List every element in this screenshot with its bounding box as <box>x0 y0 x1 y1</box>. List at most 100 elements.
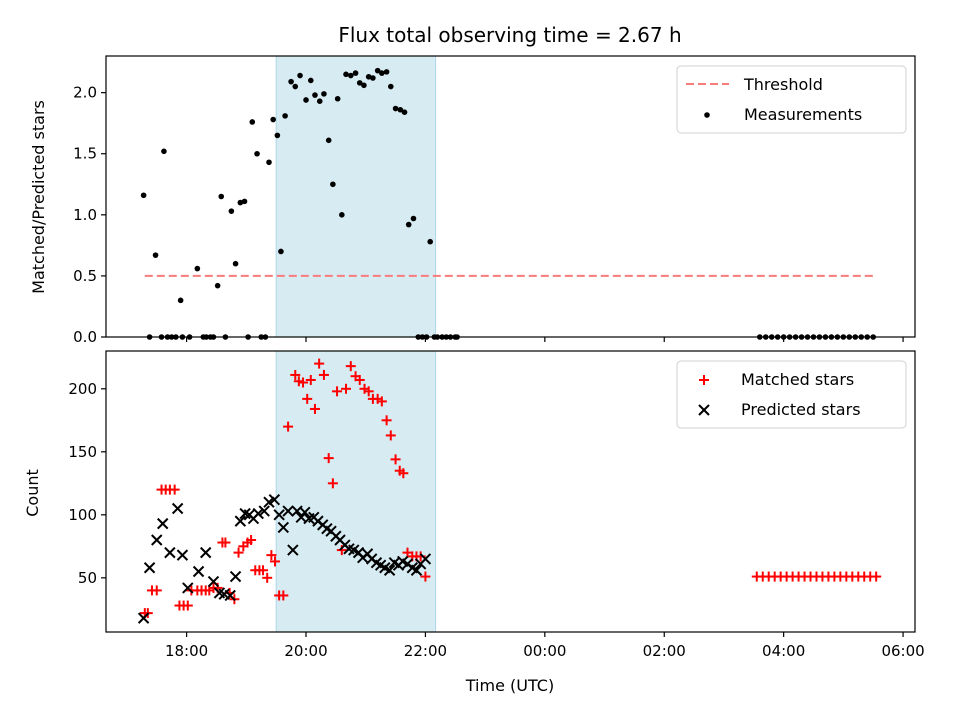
matched-star-point <box>233 547 244 558</box>
measurement-point <box>270 116 276 123</box>
measurement-point <box>316 98 323 105</box>
measurement-point <box>194 265 201 272</box>
measurement-point <box>278 248 284 255</box>
measurement-point <box>321 91 327 97</box>
measurement-point <box>303 97 309 103</box>
measurement-point <box>152 252 159 258</box>
measurement-point <box>282 113 288 119</box>
predicted-star-point <box>252 507 264 520</box>
measurement-point <box>370 75 376 81</box>
measurement-point <box>274 132 281 139</box>
predicted-star-point <box>258 505 270 517</box>
chart-title: Flux total observing time = 2.67 h <box>338 23 681 47</box>
predicted-star-point-b <box>258 505 270 517</box>
predicted-star-point-b <box>383 564 396 576</box>
bottom-plot-frame <box>105 350 916 633</box>
predicted-star-point-b <box>229 570 242 583</box>
predicted-star-point <box>282 505 294 517</box>
measurement-point <box>330 181 336 188</box>
measurement-point <box>387 83 394 90</box>
predicted-star-point <box>164 546 176 559</box>
measurement-point <box>161 148 167 155</box>
measurement-point <box>361 82 367 89</box>
x-tick-label: 00:00 <box>523 642 566 660</box>
measurement-point <box>214 282 221 289</box>
predicted-star-point-b <box>268 493 281 506</box>
measurement-point <box>343 71 349 78</box>
measurement-point <box>356 80 363 86</box>
measurement-point <box>352 70 359 76</box>
predicted-star-point-b <box>213 587 226 599</box>
matched-star-point <box>363 386 374 397</box>
predicted-star-point-b <box>137 612 150 624</box>
predicted-star-point <box>229 570 242 583</box>
predicted-star-point-b <box>192 565 205 578</box>
predicted-star-point-b <box>143 562 156 574</box>
predicted-star-point <box>383 564 396 576</box>
matched-star-point <box>258 565 269 576</box>
predicted-star-point <box>192 565 205 578</box>
measurement-point <box>292 83 299 90</box>
matched-star-point <box>262 572 273 583</box>
top-y-tick-label: 0.5 <box>73 267 97 285</box>
x-tick-label: 18:00 <box>165 642 208 660</box>
measurement-point <box>218 193 225 200</box>
matched-star-point <box>871 571 882 582</box>
matched-star-point <box>246 535 257 546</box>
predicted-star-point-b <box>397 555 409 568</box>
matched-star-point <box>345 361 356 372</box>
matched-star-point <box>354 374 365 385</box>
measurement-point <box>254 150 260 157</box>
predicted-star-point-b <box>234 515 247 527</box>
top-panel: 0.0 0.5 1.0 1.5 2.0 Threshold Measurements <box>73 55 916 346</box>
predicted-star-point-b <box>287 544 299 556</box>
measurement-point <box>392 105 399 112</box>
measurement-point <box>140 192 147 199</box>
measurement-point <box>339 212 345 218</box>
measurement-point <box>288 78 294 85</box>
predicted-star-point <box>273 509 285 521</box>
bottom-legend: Matched stars Predicted stars <box>676 360 907 429</box>
matched-star-point <box>309 403 320 414</box>
predicted-star-point-b <box>171 502 184 515</box>
matched-star-point <box>314 358 325 369</box>
top-y-tick-label: 0.0 <box>73 328 97 346</box>
predicted-star-point-b <box>207 575 220 588</box>
matched-star-point <box>390 454 401 465</box>
measurement-point <box>307 77 314 84</box>
matched-star-point <box>283 421 294 432</box>
top-y-axis-label: Matched/Predicted stars <box>29 100 48 294</box>
predicted-star-point-b <box>199 546 212 559</box>
predicted-star-point <box>234 515 247 527</box>
matched-star-point <box>332 386 343 397</box>
predicted-star-point <box>199 546 212 559</box>
predicted-star-point-b <box>252 507 264 520</box>
predicted-star-point-b <box>374 559 387 571</box>
predicted-star-point-b <box>343 543 355 555</box>
measurement-point <box>347 72 354 79</box>
matched-star-point <box>381 415 392 426</box>
measurement-point <box>401 109 408 115</box>
predicted-star-point-b <box>299 506 311 518</box>
measurement-point <box>241 198 248 205</box>
bottom-highlight-span <box>275 350 437 633</box>
predicted-star-point <box>410 564 423 576</box>
top-y-tick-label: 2.0 <box>73 84 97 102</box>
predicted-star-point <box>171 502 184 515</box>
matched-star-point <box>385 430 396 441</box>
matched-star-point <box>323 453 334 464</box>
bottom-y-tick-label: 200 <box>68 380 97 398</box>
matched-star-point <box>169 484 180 495</box>
measurement-point <box>427 238 433 245</box>
predicted-star-point-b <box>388 556 401 569</box>
measurement-point <box>383 69 390 75</box>
legend-threshold-label: Threshold <box>743 75 823 94</box>
x-axis-label: Time (UTC) <box>465 676 554 695</box>
measurement-point <box>312 92 318 98</box>
bottom-panel: 50 100 150 200 18:00 20:00 22:00 00:00 02:00 04:0… <box>68 350 925 660</box>
predicted-star-point-b <box>348 544 360 556</box>
predicted-star-point <box>419 553 432 565</box>
predicted-star-point-b <box>176 549 189 561</box>
x-tick-label: 22:00 <box>404 642 447 660</box>
matched-star-point <box>290 369 301 380</box>
